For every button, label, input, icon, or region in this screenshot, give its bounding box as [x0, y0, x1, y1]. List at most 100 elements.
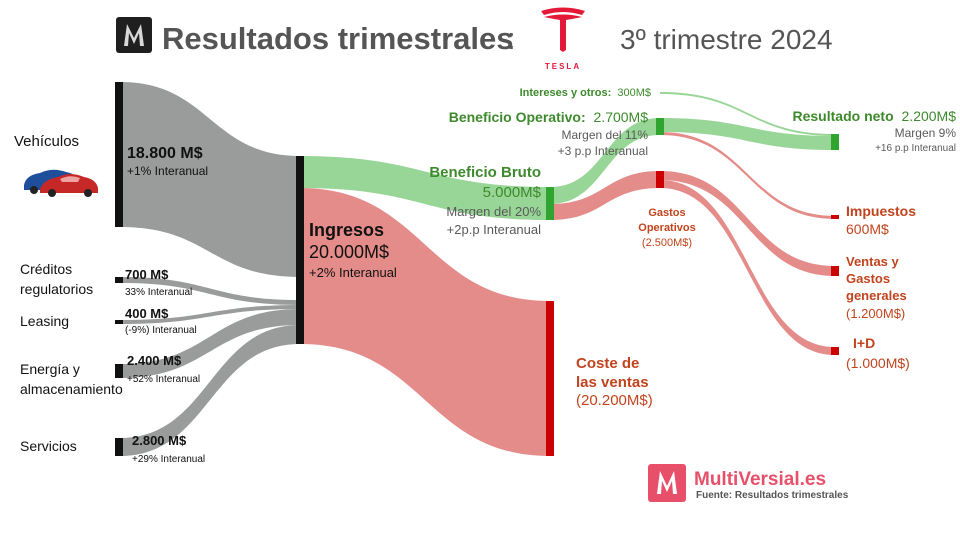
- beneficio-bruto-labels: Beneficio Bruto 5.000M$ Margen del 20% +…: [429, 164, 541, 237]
- node-leasing: [115, 320, 123, 324]
- flow-coste-ventas: [300, 188, 550, 456]
- title-colon: :: [507, 21, 516, 56]
- impuestos-value: 600M$: [846, 221, 889, 237]
- vehiculos-value: 18.800 M$: [127, 145, 203, 162]
- coste-ventas-label-line1: Coste de: [576, 355, 639, 372]
- creditos-change: 33% Interanual: [125, 287, 192, 298]
- flow-impuestos: [660, 132, 835, 219]
- beneficio-operativo-text: Beneficio Operativo: 2.700M$: [449, 109, 649, 125]
- tesla-logo-icon: [541, 7, 585, 52]
- footer-logo-icon: [648, 464, 686, 502]
- node-beneficio-bruto: [546, 187, 554, 220]
- intereses-text: Intereses y otros: 300M$: [520, 87, 651, 99]
- tesla-wordmark: TESLA: [545, 62, 581, 71]
- ingresos-label: Ingresos: [309, 220, 384, 240]
- flows: [120, 82, 835, 456]
- beneficio-operativo-change: +3 p.p Interanual: [558, 144, 648, 158]
- node-servicios: [115, 438, 123, 456]
- beneficio-bruto-change: +2p.p Interanual: [447, 222, 541, 237]
- footer-brand: MultiVersial.es: [694, 469, 826, 490]
- vehiculos-change: +1% Interanual: [127, 164, 208, 178]
- footer: MultiVersial.es Fuente: Resultados trime…: [648, 464, 849, 502]
- source-labels: Vehículos 18.800 M$ +1% Interanual Crédi…: [14, 133, 208, 465]
- flow-energia: [120, 309, 300, 378]
- resultado-neto-margin: Margen 9%: [895, 126, 957, 140]
- ingresos-value: 20.000M$: [309, 242, 389, 262]
- header-logo-icon: [116, 17, 152, 53]
- coste-ventas-labels: Coste de las ventas (20.200M$): [576, 355, 653, 409]
- car-icon: [24, 169, 98, 197]
- impuestos-label: Impuestos: [846, 203, 916, 219]
- gastos-operativos-value: (2.500M$): [642, 237, 692, 249]
- creditos-value: 700 M$: [125, 267, 169, 282]
- gastos-operativos-labels: Gastos Operativos (2.500M$): [638, 207, 695, 249]
- flow-creditos: [120, 277, 300, 305]
- header: Resultados trimestrales : TESLA 3º trime…: [116, 7, 833, 71]
- period-label: 3º trimestre 2024: [620, 24, 833, 55]
- flow-beneficio-bruto: [300, 156, 550, 220]
- leasing-value: 400 M$: [125, 306, 169, 321]
- node-ingresos: [296, 156, 304, 344]
- flow-leasing: [120, 305, 300, 324]
- node-vehiculos: [115, 82, 123, 227]
- leasing-change: (-9%) Interanual: [125, 325, 197, 336]
- id-label: I+D: [853, 335, 875, 351]
- ventas-gastos-label-line3: generales: [846, 288, 907, 303]
- servicios-change: +29% Interanual: [132, 454, 205, 465]
- footer-source: Fuente: Resultados trimestrales: [696, 490, 849, 501]
- flow-servicios: [120, 325, 300, 456]
- servicios-value: 2.800 M$: [132, 433, 187, 448]
- energia-value: 2.400 M$: [127, 353, 182, 368]
- ventas-gastos-value: (1.200M$): [846, 306, 905, 321]
- beneficio-bruto-value: 5.000M$: [483, 184, 542, 201]
- footer-logo-mark: [657, 471, 677, 494]
- gastos-operativos-label-line1: Gastos: [648, 207, 685, 219]
- flow-resultado-neto: [660, 118, 835, 150]
- servicios-label: Servicios: [20, 438, 77, 454]
- flow-beneficio-operativo: [550, 118, 660, 204]
- flow-vehiculos: [120, 82, 300, 277]
- creditos-label-line2: regulatorios: [20, 281, 93, 297]
- header-logo-mark: [124, 24, 144, 46]
- leasing-label: Leasing: [20, 313, 69, 329]
- impuestos-labels: Impuestos 600M$: [846, 203, 916, 237]
- node-beneficio-operativo: [656, 118, 664, 135]
- vehiculos-label: Vehículos: [14, 133, 79, 150]
- beneficio-bruto-label: Beneficio Bruto: [429, 164, 541, 181]
- ventas-gastos-label-line1: Ventas y: [846, 254, 900, 269]
- node-gastos-operativos: [656, 171, 664, 188]
- node-resultado-neto: [831, 134, 839, 150]
- resultado-neto-change: +16 p.p Interanual: [875, 143, 956, 154]
- node-coste-ventas: [546, 301, 554, 456]
- intereses-labels: Intereses y otros: 300M$: [520, 87, 651, 99]
- ventas-gastos-label-line2: Gastos: [846, 271, 890, 286]
- coste-ventas-value: (20.200M$): [576, 392, 653, 409]
- energia-label-line1: Energía y: [20, 361, 80, 377]
- node-energia: [115, 364, 123, 378]
- flow-id: [660, 180, 835, 355]
- energia-label-line2: almacenamiento: [20, 381, 123, 397]
- beneficio-bruto-margin: Margen del 20%: [446, 204, 541, 219]
- id-value: (1.000M$): [846, 355, 910, 371]
- creditos-label-line1: Créditos: [20, 261, 72, 277]
- ingresos-labels: Ingresos 20.000M$ +2% Interanual: [309, 220, 397, 280]
- ventas-gastos-labels: Ventas y Gastos generales (1.200M$): [846, 254, 907, 321]
- id-labels: I+D (1.000M$): [846, 335, 910, 371]
- gastos-operativos-label-line2: Operativos: [638, 222, 695, 234]
- page-title: Resultados trimestrales: [162, 21, 513, 56]
- resultado-neto-text: Resultado neto 2.200M$: [793, 108, 957, 124]
- flow-gastos-operativos: [550, 171, 660, 220]
- coste-ventas-label-line2: las ventas: [576, 374, 649, 391]
- node-id: [831, 347, 839, 355]
- flow-ventas-gastos: [660, 171, 835, 276]
- nodes: [115, 82, 839, 456]
- energia-change: +52% Interanual: [127, 374, 200, 385]
- node-ventas-gastos: [831, 266, 839, 276]
- resultado-neto-labels: Resultado neto 2.200M$ Margen 9% +16 p.p…: [793, 108, 957, 154]
- beneficio-operativo-labels: Beneficio Operativo: 2.700M$ Margen del …: [449, 109, 649, 158]
- ingresos-change: +2% Interanual: [309, 265, 397, 280]
- node-creditos: [115, 277, 123, 283]
- beneficio-operativo-margin: Margen del 11%: [562, 128, 649, 142]
